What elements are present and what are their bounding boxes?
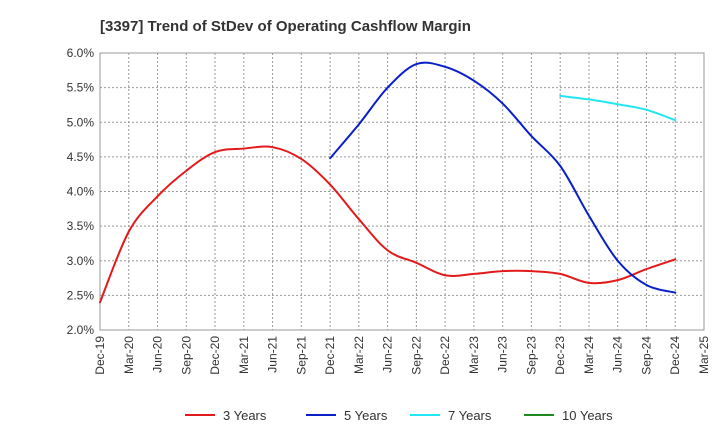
x-tick-label: Jun-21	[266, 336, 280, 373]
x-tick-label: Sep-22	[409, 336, 423, 375]
y-tick-label: 6.0%	[67, 46, 95, 60]
series-lines	[99, 61, 677, 304]
x-tick-label: Mar-23	[467, 336, 481, 374]
x-tick-label: Mar-24	[582, 336, 596, 374]
grid-lines	[100, 53, 704, 330]
x-tick-label: Sep-21	[294, 336, 308, 375]
x-tick-label: Jun-24	[611, 336, 625, 373]
legend-label-7-years: 7 Years	[448, 408, 492, 423]
legend-label-5-years: 5 Years	[344, 408, 388, 423]
x-tick-label: Sep-20	[179, 336, 193, 375]
legend-label-10-years: 10 Years	[562, 408, 613, 423]
legend: 3 Years 5 Years 7 Years 10 Years	[185, 408, 613, 423]
legend-label-3-years: 3 Years	[223, 408, 267, 423]
series-line-7-years	[559, 94, 677, 122]
x-tick-label: Dec-19	[93, 336, 107, 375]
y-tick-label: 3.0%	[67, 254, 95, 268]
x-tick-label: Mar-21	[237, 336, 251, 374]
x-tick-label: Mar-20	[122, 336, 136, 374]
series-line-3-years	[99, 145, 677, 304]
x-tick-label: Jun-22	[381, 336, 395, 373]
x-tick-label: Sep-23	[524, 336, 538, 375]
series-line-5-years	[329, 61, 677, 294]
x-tick-label: Dec-23	[553, 336, 567, 375]
x-tick-label: Dec-22	[438, 336, 452, 375]
axes: 2.0% 2.5% 3.0% 3.5% 4.0% 4.5% 5.0% 5.5% 6.0% Dec-…	[67, 46, 711, 375]
x-tick-label: Dec-20	[208, 336, 222, 375]
x-tick-label: Dec-21	[323, 336, 337, 375]
y-tick-label: 3.5%	[67, 219, 95, 233]
y-tick-label: 4.0%	[67, 185, 95, 199]
x-tick-label: Sep-24	[639, 336, 653, 375]
y-tick-label: 2.0%	[67, 323, 95, 337]
chart-title: [3397] Trend of StDev of Operating Cashf…	[100, 18, 471, 35]
x-tick-label: Dec-24	[668, 336, 682, 375]
x-tick-label: Mar-22	[352, 336, 366, 374]
x-tick-label: Jun-20	[151, 336, 165, 373]
x-tick-label: Jun-23	[496, 336, 510, 373]
y-tick-label: 2.5%	[67, 288, 95, 302]
y-tick-label: 4.5%	[67, 150, 95, 164]
x-tick-label: Mar-25	[697, 336, 711, 374]
y-tick-label: 5.5%	[67, 81, 95, 95]
y-tick-label: 5.0%	[67, 115, 95, 129]
